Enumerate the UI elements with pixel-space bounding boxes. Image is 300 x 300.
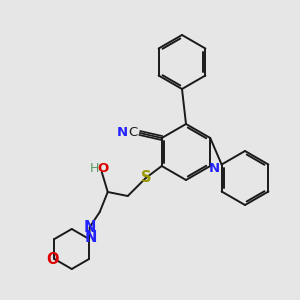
- Text: N: N: [84, 220, 96, 235]
- Text: N: N: [117, 125, 128, 139]
- Text: C: C: [128, 125, 137, 139]
- Text: O: O: [46, 253, 59, 268]
- Text: H: H: [90, 161, 99, 175]
- Text: N: N: [85, 230, 97, 245]
- Text: N: N: [209, 161, 220, 175]
- Text: S: S: [140, 170, 151, 185]
- Text: O: O: [97, 161, 108, 175]
